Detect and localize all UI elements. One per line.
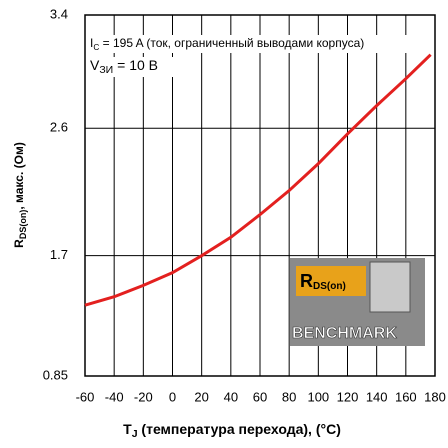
logo-badge (296, 266, 366, 296)
x-tick-label: 20 (194, 389, 208, 404)
annotation-rest: = 195 A (ток, ограниченный выводами корп… (99, 36, 364, 50)
data-line (84, 53, 432, 307)
annotation-main: I (90, 36, 93, 50)
annotation: IC = 195 A (ток, ограниченный выводами к… (90, 36, 364, 52)
y-axis-title-main: R (12, 239, 26, 248)
x-tick-label: 160 (395, 389, 417, 404)
x-tick-label: 100 (307, 389, 329, 404)
x-tick-label: -40 (105, 389, 124, 404)
logo-chip (369, 261, 411, 313)
x-tick-label: 140 (366, 389, 388, 404)
annotation-sub: C (93, 43, 99, 52)
annotation-main: V (90, 57, 100, 73)
x-tick-label: 40 (224, 389, 238, 404)
x-tick-label: -60 (76, 389, 95, 404)
x-axis-title-sub: J (132, 428, 138, 440)
y-tick-label: 0.85 (43, 367, 68, 382)
annotation-bg (87, 57, 197, 77)
annotation-bg (87, 35, 432, 53)
logo-title: RDS(on) (300, 271, 346, 292)
y-axis-title-rest: , макс. (Ом) (12, 142, 26, 209)
y-axis-title-sub: DS(on) (18, 210, 28, 240)
logo-label: BENCHMARK (292, 325, 397, 342)
annotation-sub: ЗИ (99, 64, 113, 76)
x-tick-label: 180 (424, 389, 446, 404)
x-tick-label: 80 (282, 389, 296, 404)
annotation: VЗИ = 10 В (90, 57, 158, 76)
y-tick-label: 2.6 (50, 120, 68, 135)
y-tick-label: 1.7 (50, 247, 68, 262)
logo: RDS(on) BENCHMARK (290, 258, 425, 346)
x-axis-title-rest: (температура перехода), (°C) (138, 421, 341, 437)
x-tick-label: 0 (169, 389, 176, 404)
x-tick-label: 60 (253, 389, 267, 404)
x-tick-label: -20 (134, 389, 153, 404)
y-axis-title: RDS(on), макс. (Ом) (12, 142, 28, 248)
x-axis-title: TJ (температура перехода), (°C) (123, 421, 341, 440)
annotation-rest: = 10 В (113, 57, 158, 73)
plot-frame (84, 14, 436, 377)
x-tick-label: 120 (337, 389, 359, 404)
y-tick-label: 3.4 (50, 6, 68, 21)
x-axis-title-main: T (123, 421, 132, 437)
